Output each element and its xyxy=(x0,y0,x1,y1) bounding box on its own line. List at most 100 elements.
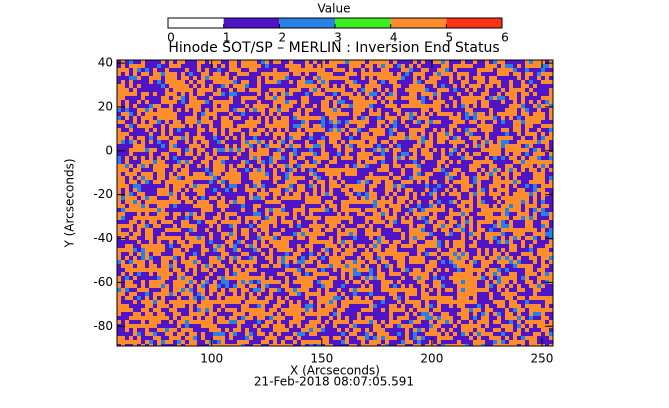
x-tick-label: 150 xyxy=(310,352,333,366)
map-cell xyxy=(125,164,129,168)
map-cell xyxy=(317,136,321,140)
map-cell xyxy=(265,100,269,104)
map-cell xyxy=(141,152,145,156)
map-cell xyxy=(437,144,441,148)
map-cell xyxy=(545,188,549,192)
map-cell xyxy=(297,100,301,104)
map-cell xyxy=(513,240,517,244)
map-cell xyxy=(389,340,393,344)
map-cell xyxy=(205,192,209,196)
map-cell xyxy=(197,236,201,240)
map-cell xyxy=(505,212,509,216)
map-cell xyxy=(149,88,153,92)
map-cell xyxy=(425,168,429,172)
map-cell xyxy=(357,72,361,76)
map-cell xyxy=(457,208,461,212)
map-cell xyxy=(445,208,449,212)
map-cell xyxy=(301,324,305,328)
map-cell xyxy=(213,96,217,100)
map-cell xyxy=(281,264,285,268)
map-cell xyxy=(129,108,133,112)
map-cell xyxy=(169,164,173,168)
map-cell xyxy=(513,256,517,260)
map-cell xyxy=(257,60,261,64)
map-cell xyxy=(333,148,337,152)
map-cell xyxy=(145,196,149,200)
map-cell xyxy=(289,284,293,288)
map-cell xyxy=(429,72,433,76)
map-cell xyxy=(449,108,453,112)
map-cell xyxy=(441,116,445,120)
map-cell xyxy=(433,96,437,100)
map-cell xyxy=(261,268,265,272)
map-cell xyxy=(545,196,549,200)
map-cell xyxy=(485,184,489,188)
map-cell xyxy=(405,320,409,324)
map-cell xyxy=(393,312,397,316)
map-cell xyxy=(393,120,397,124)
map-cell xyxy=(489,328,493,332)
map-cell xyxy=(269,180,273,184)
map-cell xyxy=(445,308,449,312)
map-cell xyxy=(441,76,445,80)
map-cell xyxy=(485,152,489,156)
map-cell xyxy=(161,252,165,256)
map-cell xyxy=(257,188,261,192)
map-cell xyxy=(493,88,497,92)
map-cell xyxy=(517,248,521,252)
map-cell xyxy=(449,68,453,72)
map-cell xyxy=(465,336,469,340)
map-cell xyxy=(501,132,505,136)
map-cell xyxy=(257,124,261,128)
map-cell xyxy=(429,176,433,180)
map-cell xyxy=(185,124,189,128)
map-cell xyxy=(209,108,213,112)
map-cell xyxy=(377,260,381,264)
map-cell xyxy=(225,196,229,200)
map-cell xyxy=(201,328,205,332)
map-cell xyxy=(461,116,465,120)
map-cell xyxy=(377,160,381,164)
map-cell xyxy=(405,284,409,288)
map-cell xyxy=(185,144,189,148)
map-cell xyxy=(237,64,241,68)
map-cell xyxy=(381,312,385,316)
map-cell xyxy=(453,92,457,96)
map-cell xyxy=(297,164,301,168)
map-cell xyxy=(461,288,465,292)
map-cell xyxy=(449,264,453,268)
map-cell xyxy=(249,324,253,328)
map-cell xyxy=(137,280,141,284)
map-cell xyxy=(237,100,241,104)
map-cell xyxy=(253,84,257,88)
map-cell xyxy=(513,328,517,332)
map-cell xyxy=(477,300,481,304)
map-cell xyxy=(289,228,293,232)
map-cell xyxy=(473,188,477,192)
map-cell xyxy=(261,64,265,68)
map-cell xyxy=(141,248,145,252)
map-cell xyxy=(381,216,385,220)
map-cell xyxy=(265,268,269,272)
map-cell xyxy=(509,128,513,132)
map-cell xyxy=(261,296,265,300)
map-cell xyxy=(245,324,249,328)
map-cell xyxy=(429,84,433,88)
map-cell xyxy=(153,188,157,192)
map-cell xyxy=(137,308,141,312)
map-cell xyxy=(361,192,365,196)
map-cell xyxy=(509,120,513,124)
map-cell xyxy=(241,216,245,220)
map-cell xyxy=(157,148,161,152)
map-cell xyxy=(493,132,497,136)
map-cell xyxy=(417,312,421,316)
map-cell xyxy=(417,188,421,192)
map-cell xyxy=(369,240,373,244)
map-cell xyxy=(177,292,181,296)
map-cell xyxy=(321,284,325,288)
map-cell xyxy=(253,128,257,132)
map-cell xyxy=(273,312,277,316)
map-cell xyxy=(201,196,205,200)
map-cell xyxy=(257,304,261,308)
map-cell xyxy=(529,188,533,192)
